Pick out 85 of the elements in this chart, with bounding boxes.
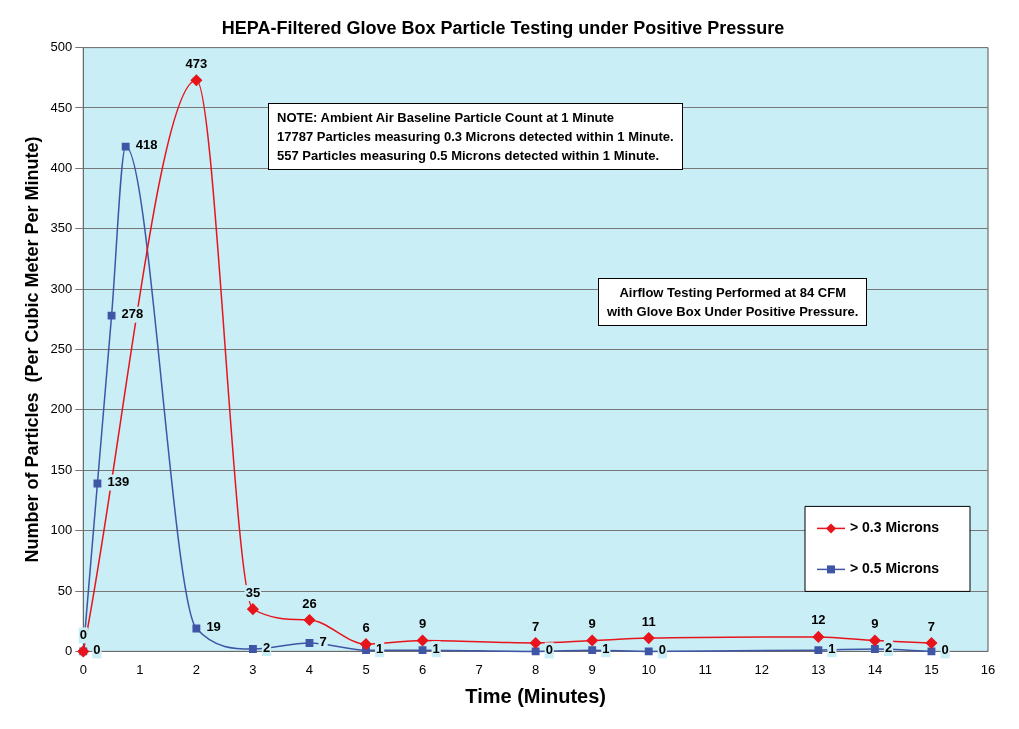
x-tick-label: 7: [475, 661, 483, 677]
point: [248, 645, 257, 653]
point: [870, 645, 879, 653]
point: [93, 479, 102, 488]
data-label: 1: [432, 640, 440, 656]
point: [121, 142, 130, 151]
point: [644, 647, 653, 656]
x-tick-label: 11: [698, 661, 713, 677]
x-tick-label: 12: [754, 661, 770, 677]
point: [925, 637, 938, 649]
data-label: 6: [362, 619, 370, 635]
x-tick-label: 8: [532, 661, 540, 677]
point: [531, 647, 540, 656]
data-label: 19: [206, 619, 221, 635]
data-label: 12: [811, 612, 826, 628]
point: [190, 74, 203, 86]
data-label: 26: [302, 595, 317, 611]
x-tick-label: 1: [136, 661, 144, 677]
point: [303, 614, 316, 626]
annotation: NOTE: Ambient Air Baseline Particle Count at 1 Minute 17787 Particles measuring 0.3 Microns detected within 1 Minute. 557 Particles measuring 0.5 Microns detected within 1 Minute.: [268, 103, 683, 170]
chart-title: HEPA-Filtered Glove Box Particle Testing under Positive Pressure: [221, 17, 785, 38]
data-label: 278: [121, 306, 144, 322]
y-tick-label: 350: [50, 220, 73, 236]
data-label: 2: [884, 639, 893, 655]
data-label: 7: [532, 618, 540, 634]
x-tick-label: 13: [811, 661, 826, 677]
point: [588, 646, 597, 655]
x-tick-label: 0: [79, 661, 87, 677]
legend-label: > 0.5 Microns: [850, 560, 940, 577]
x-tick-label: 5: [362, 661, 370, 677]
data-label: 1: [828, 640, 836, 656]
data-label: 1: [602, 640, 610, 656]
data-label: 418: [135, 137, 158, 153]
data-label: 9: [588, 616, 596, 632]
x-tick-label: 9: [588, 661, 596, 677]
x-tick-label: 2: [192, 661, 200, 677]
y-tick-label: 0: [65, 642, 73, 658]
x-tick-label: 15: [924, 661, 939, 677]
data-label: 7: [927, 618, 936, 634]
x-tick-label: 16: [980, 661, 996, 677]
y-tick-label: 100: [50, 522, 73, 538]
data-label: 7: [319, 633, 327, 649]
y-tick-label: 400: [50, 159, 73, 175]
y-tick-label: 50: [57, 582, 73, 598]
data-label: 0: [79, 626, 87, 642]
point: [814, 646, 823, 655]
x-tick-label: 6: [418, 661, 427, 677]
point: [107, 311, 116, 320]
data-label: 9: [418, 616, 427, 632]
annotation: Airflow Testing Performed at 84 CFM with Glove Box Under Positive Pressure.: [598, 278, 868, 326]
legend-label: > 0.3 Microns: [850, 519, 940, 536]
data-label: 0: [545, 641, 553, 657]
data-label: 139: [107, 474, 130, 490]
data-label: 9: [871, 616, 879, 632]
point: [529, 637, 542, 649]
y-tick-label: 150: [50, 461, 73, 477]
data-label: 1: [376, 640, 384, 656]
point: [247, 603, 259, 615]
y-tick-label: 500: [50, 39, 73, 55]
x-axis-title: Time (Minutes): [465, 684, 607, 707]
x-tick-label: 14: [867, 661, 883, 677]
y-tick-label: 300: [50, 280, 73, 296]
point: [416, 634, 429, 647]
point: [360, 638, 372, 650]
y-tick-label: 200: [50, 401, 73, 417]
data-label: 0: [941, 641, 949, 657]
x-tick-label: 10: [641, 661, 656, 677]
point: [418, 646, 427, 655]
point: [642, 632, 655, 644]
point: [192, 624, 201, 633]
point: [305, 639, 314, 647]
data-label: 0: [658, 641, 666, 657]
point: [812, 631, 825, 643]
data-label: 2: [262, 639, 271, 655]
data-label: 11: [641, 613, 656, 629]
x-tick-label: 4: [305, 661, 314, 677]
point: [869, 634, 881, 647]
data-label: 35: [245, 584, 261, 600]
y-axis-title: Number of Particles (Per Cubic Meter Per Minute): [21, 136, 42, 563]
x-tick-label: 3: [249, 661, 257, 677]
y-tick-label: 450: [50, 99, 73, 115]
y-tick-label: 250: [50, 341, 73, 357]
data-label: 473: [185, 55, 208, 71]
data-label: 0: [93, 641, 101, 657]
point: [586, 634, 598, 647]
